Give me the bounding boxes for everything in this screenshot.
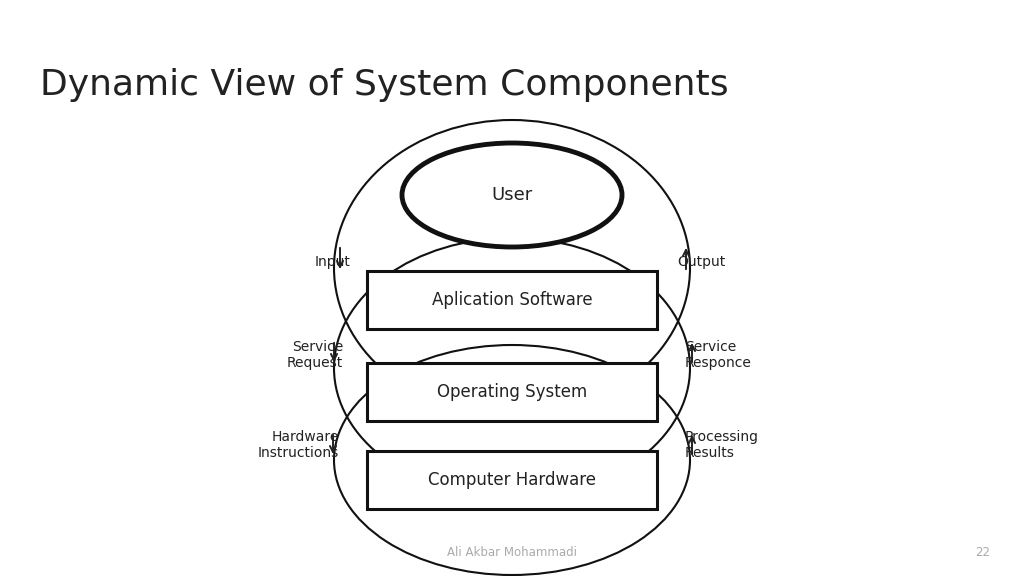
Text: Dynamic View of System Components: Dynamic View of System Components: [40, 68, 729, 102]
Text: Hardware
Instructions: Hardware Instructions: [258, 430, 339, 460]
Text: Input: Input: [314, 255, 350, 269]
FancyBboxPatch shape: [367, 271, 657, 329]
Text: Service
Responce: Service Responce: [685, 340, 752, 370]
Ellipse shape: [402, 143, 622, 247]
Text: Operating System: Operating System: [437, 383, 587, 401]
Text: Service
Request: Service Request: [287, 340, 343, 370]
Text: Computer Hardware: Computer Hardware: [428, 471, 596, 489]
Text: Aplication Software: Aplication Software: [432, 291, 592, 309]
FancyBboxPatch shape: [367, 451, 657, 509]
FancyBboxPatch shape: [367, 363, 657, 421]
Text: User: User: [492, 186, 532, 204]
Text: Processing
Results: Processing Results: [685, 430, 759, 460]
Text: Ali Akbar Mohammadi: Ali Akbar Mohammadi: [447, 547, 577, 559]
Text: 22: 22: [975, 547, 990, 559]
Text: Output: Output: [677, 255, 725, 269]
